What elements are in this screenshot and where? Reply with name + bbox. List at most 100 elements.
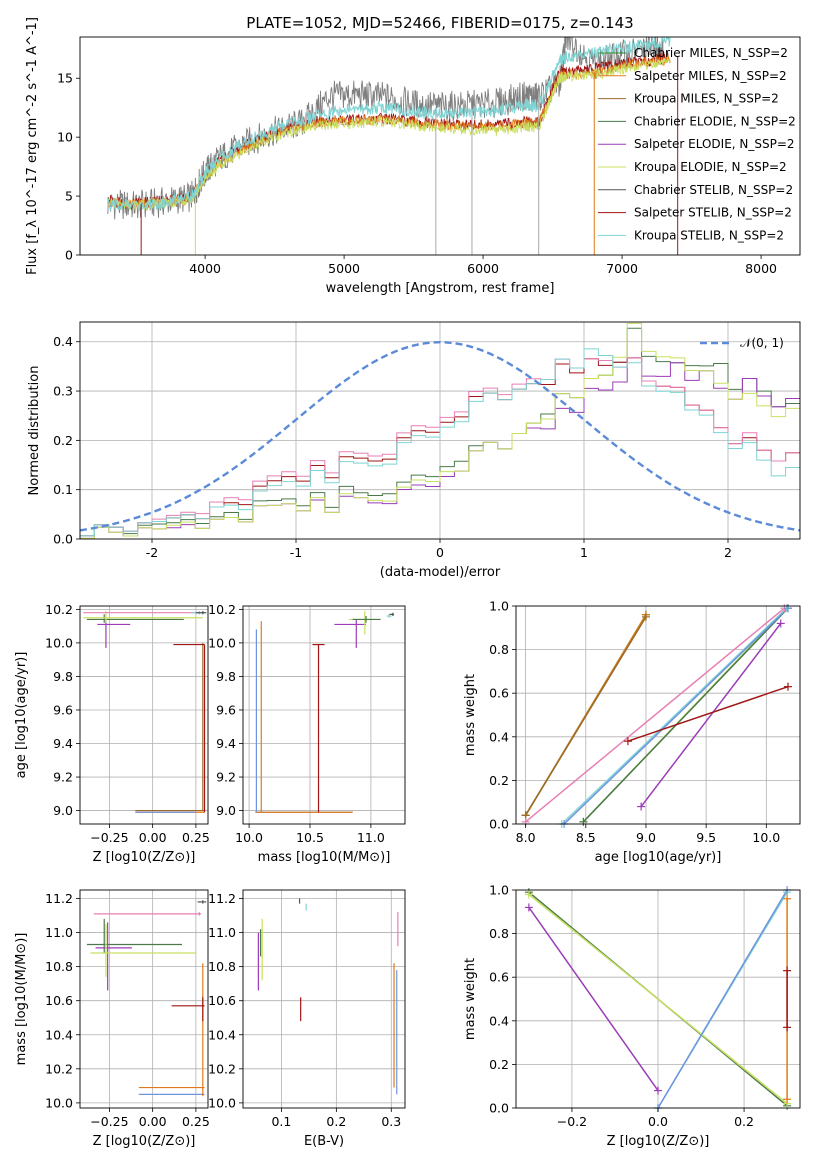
y-tick-label: 9.8 xyxy=(53,669,73,684)
x-tick-label: -1 xyxy=(290,545,302,560)
x-tick-label: 0.2 xyxy=(734,1114,754,1129)
plot-area xyxy=(80,890,208,1108)
y-tick-label: 0.0 xyxy=(53,532,73,547)
x-tick-label: −0.2 xyxy=(557,1114,587,1129)
y-tick-label: 9.6 xyxy=(53,702,73,717)
y-tick-label: 15 xyxy=(57,71,73,86)
plot-area xyxy=(243,606,405,824)
y-tick-label: 10.0 xyxy=(45,1095,73,1110)
plot-area xyxy=(516,890,800,1108)
spectrum-line xyxy=(107,54,671,211)
y-axis-label: mass weight xyxy=(463,958,478,1040)
histogram-step xyxy=(80,322,800,539)
y-tick-label: 10.6 xyxy=(45,993,73,1008)
legend-entry: Kroupa MILES, N_SSP=2 xyxy=(634,92,779,106)
x-tick-label: −0.25 xyxy=(90,830,128,845)
y-tick-label: 9.2 xyxy=(53,770,73,785)
legend-entry: Salpeter STELIB, N_SSP=2 xyxy=(634,206,792,220)
y-tick-label: 1.0 xyxy=(489,599,509,614)
y-tick-label: 0.4 xyxy=(53,334,73,349)
x-axis-label: Z [log10(Z/Z⊙)] xyxy=(93,850,196,865)
x-tick-label: 9.5 xyxy=(696,830,716,845)
y-tick-label: 10.4 xyxy=(208,1027,236,1042)
y-tick-label: 0.8 xyxy=(489,926,509,941)
y-tick-label: 0 xyxy=(65,248,73,263)
y-tick-label: 10.8 xyxy=(208,959,236,974)
x-axis-label: age [log10(age/yr)] xyxy=(595,850,722,865)
y-tick-label: 10.6 xyxy=(208,993,236,1008)
x-tick-label: 6000 xyxy=(467,261,499,276)
y-tick-label: 0.4 xyxy=(489,1013,509,1028)
x-tick-label: 4000 xyxy=(189,261,221,276)
legend-entry: 𝒩(0, 1) xyxy=(740,336,784,350)
legend-entry: Salpeter ELODIE, N_SSP=2 xyxy=(634,137,795,151)
y-tick-label: 0.4 xyxy=(489,729,509,744)
y-tick-label: 0.0 xyxy=(489,817,509,832)
y-tick-label: 10.2 xyxy=(45,1061,73,1076)
x-tick-label: 11.0 xyxy=(357,830,385,845)
axes-frame xyxy=(242,605,406,825)
legend-entry: Kroupa STELIB, N_SSP=2 xyxy=(634,228,784,242)
axes-frame xyxy=(79,36,801,256)
y-tick-label: 10.8 xyxy=(45,959,73,974)
x-tick-label: 0.2 xyxy=(326,1114,346,1129)
axes-frame xyxy=(79,889,209,1109)
y-tick-label: 0.3 xyxy=(53,384,73,399)
y-tick-label: 0.6 xyxy=(489,970,509,985)
x-axis-label: E(B-V) xyxy=(304,1134,344,1149)
y-tick-label: 5 xyxy=(65,189,73,204)
weight-line xyxy=(528,907,659,1091)
x-tick-label: 0 xyxy=(436,545,444,560)
figure-title: PLATE=1052, MJD=52466, FIBERID=0175, z=0… xyxy=(246,14,633,32)
x-axis-label: wavelength [Angstrom, rest frame] xyxy=(326,281,555,296)
y-tick-label: 0.2 xyxy=(489,1057,509,1072)
y-tick-label: 0.8 xyxy=(489,642,509,657)
y-tick-label: 0.0 xyxy=(489,1101,509,1116)
y-tick-label: 0.1 xyxy=(53,482,73,497)
x-axis-label: (data-model)/error xyxy=(380,565,501,580)
x-tick-label: 0.00 xyxy=(139,830,167,845)
y-tick-label: 10.2 xyxy=(45,602,73,617)
x-tick-label: 0.00 xyxy=(139,1114,167,1129)
y-tick-label: 9.8 xyxy=(216,669,236,684)
y-tick-label: 9.6 xyxy=(216,702,236,717)
y-tick-label: 10.0 xyxy=(45,635,73,650)
x-tick-label: 0.25 xyxy=(182,830,210,845)
weight-line xyxy=(640,622,782,808)
y-tick-label: 9.2 xyxy=(216,770,236,785)
spectrum-line xyxy=(107,37,671,211)
x-tick-label: 5000 xyxy=(328,261,360,276)
chart-weight-vs-Z: −0.2 0.0 0.2 0.0 0.2 0.4 0.6 0.8 1.0 Z [log10(Z/Z… xyxy=(463,883,801,1149)
axes-frame xyxy=(79,605,209,825)
y-tick-label: 9.4 xyxy=(53,736,73,751)
x-tick-label: 9.0 xyxy=(636,830,656,845)
y-axis-label: mass weight xyxy=(463,674,478,756)
x-tick-label: 0.3 xyxy=(381,1114,401,1129)
x-tick-label: 10.0 xyxy=(752,830,780,845)
chart-residuals: -2 -1 0 1 2 0.0 0.1 0.2 0.3 0.4 (data-model)/error… xyxy=(27,321,801,580)
y-tick-label: 10.2 xyxy=(208,1061,236,1076)
y-tick-label: 11.2 xyxy=(45,891,73,906)
weight-line xyxy=(561,607,788,824)
legend-entry: Chabrier ELODIE, N_SSP=2 xyxy=(634,114,796,128)
y-tick-label: 11.2 xyxy=(208,891,236,906)
x-tick-label: 1 xyxy=(580,545,588,560)
y-tick-label: 0.2 xyxy=(53,433,73,448)
spectrum-line xyxy=(107,37,664,220)
x-axis-label: Z [log10(Z/Z⊙)] xyxy=(607,1134,710,1149)
histogram-step xyxy=(80,357,800,537)
axes-frame xyxy=(515,605,801,825)
weight-line xyxy=(525,607,785,823)
plot-area xyxy=(80,322,800,539)
x-tick-label: 0.25 xyxy=(182,1114,210,1129)
y-tick-label: 10.2 xyxy=(208,602,236,617)
x-axis-label: Z [log10(Z/Z⊙)] xyxy=(93,1134,196,1149)
x-tick-label: 0.0 xyxy=(648,1114,668,1129)
x-tick-label: −0.25 xyxy=(90,1114,128,1129)
chart-spectrum: 4000 5000 6000 7000 8000 0 5 10 15 wavelength [An… xyxy=(25,17,801,296)
y-tick-label: 10.0 xyxy=(208,1095,236,1110)
x-tick-label: 8.5 xyxy=(576,830,596,845)
y-axis-label: Flux [f_λ 10^-17 erg cm^-2 s^-1 A^-1] xyxy=(25,17,40,275)
